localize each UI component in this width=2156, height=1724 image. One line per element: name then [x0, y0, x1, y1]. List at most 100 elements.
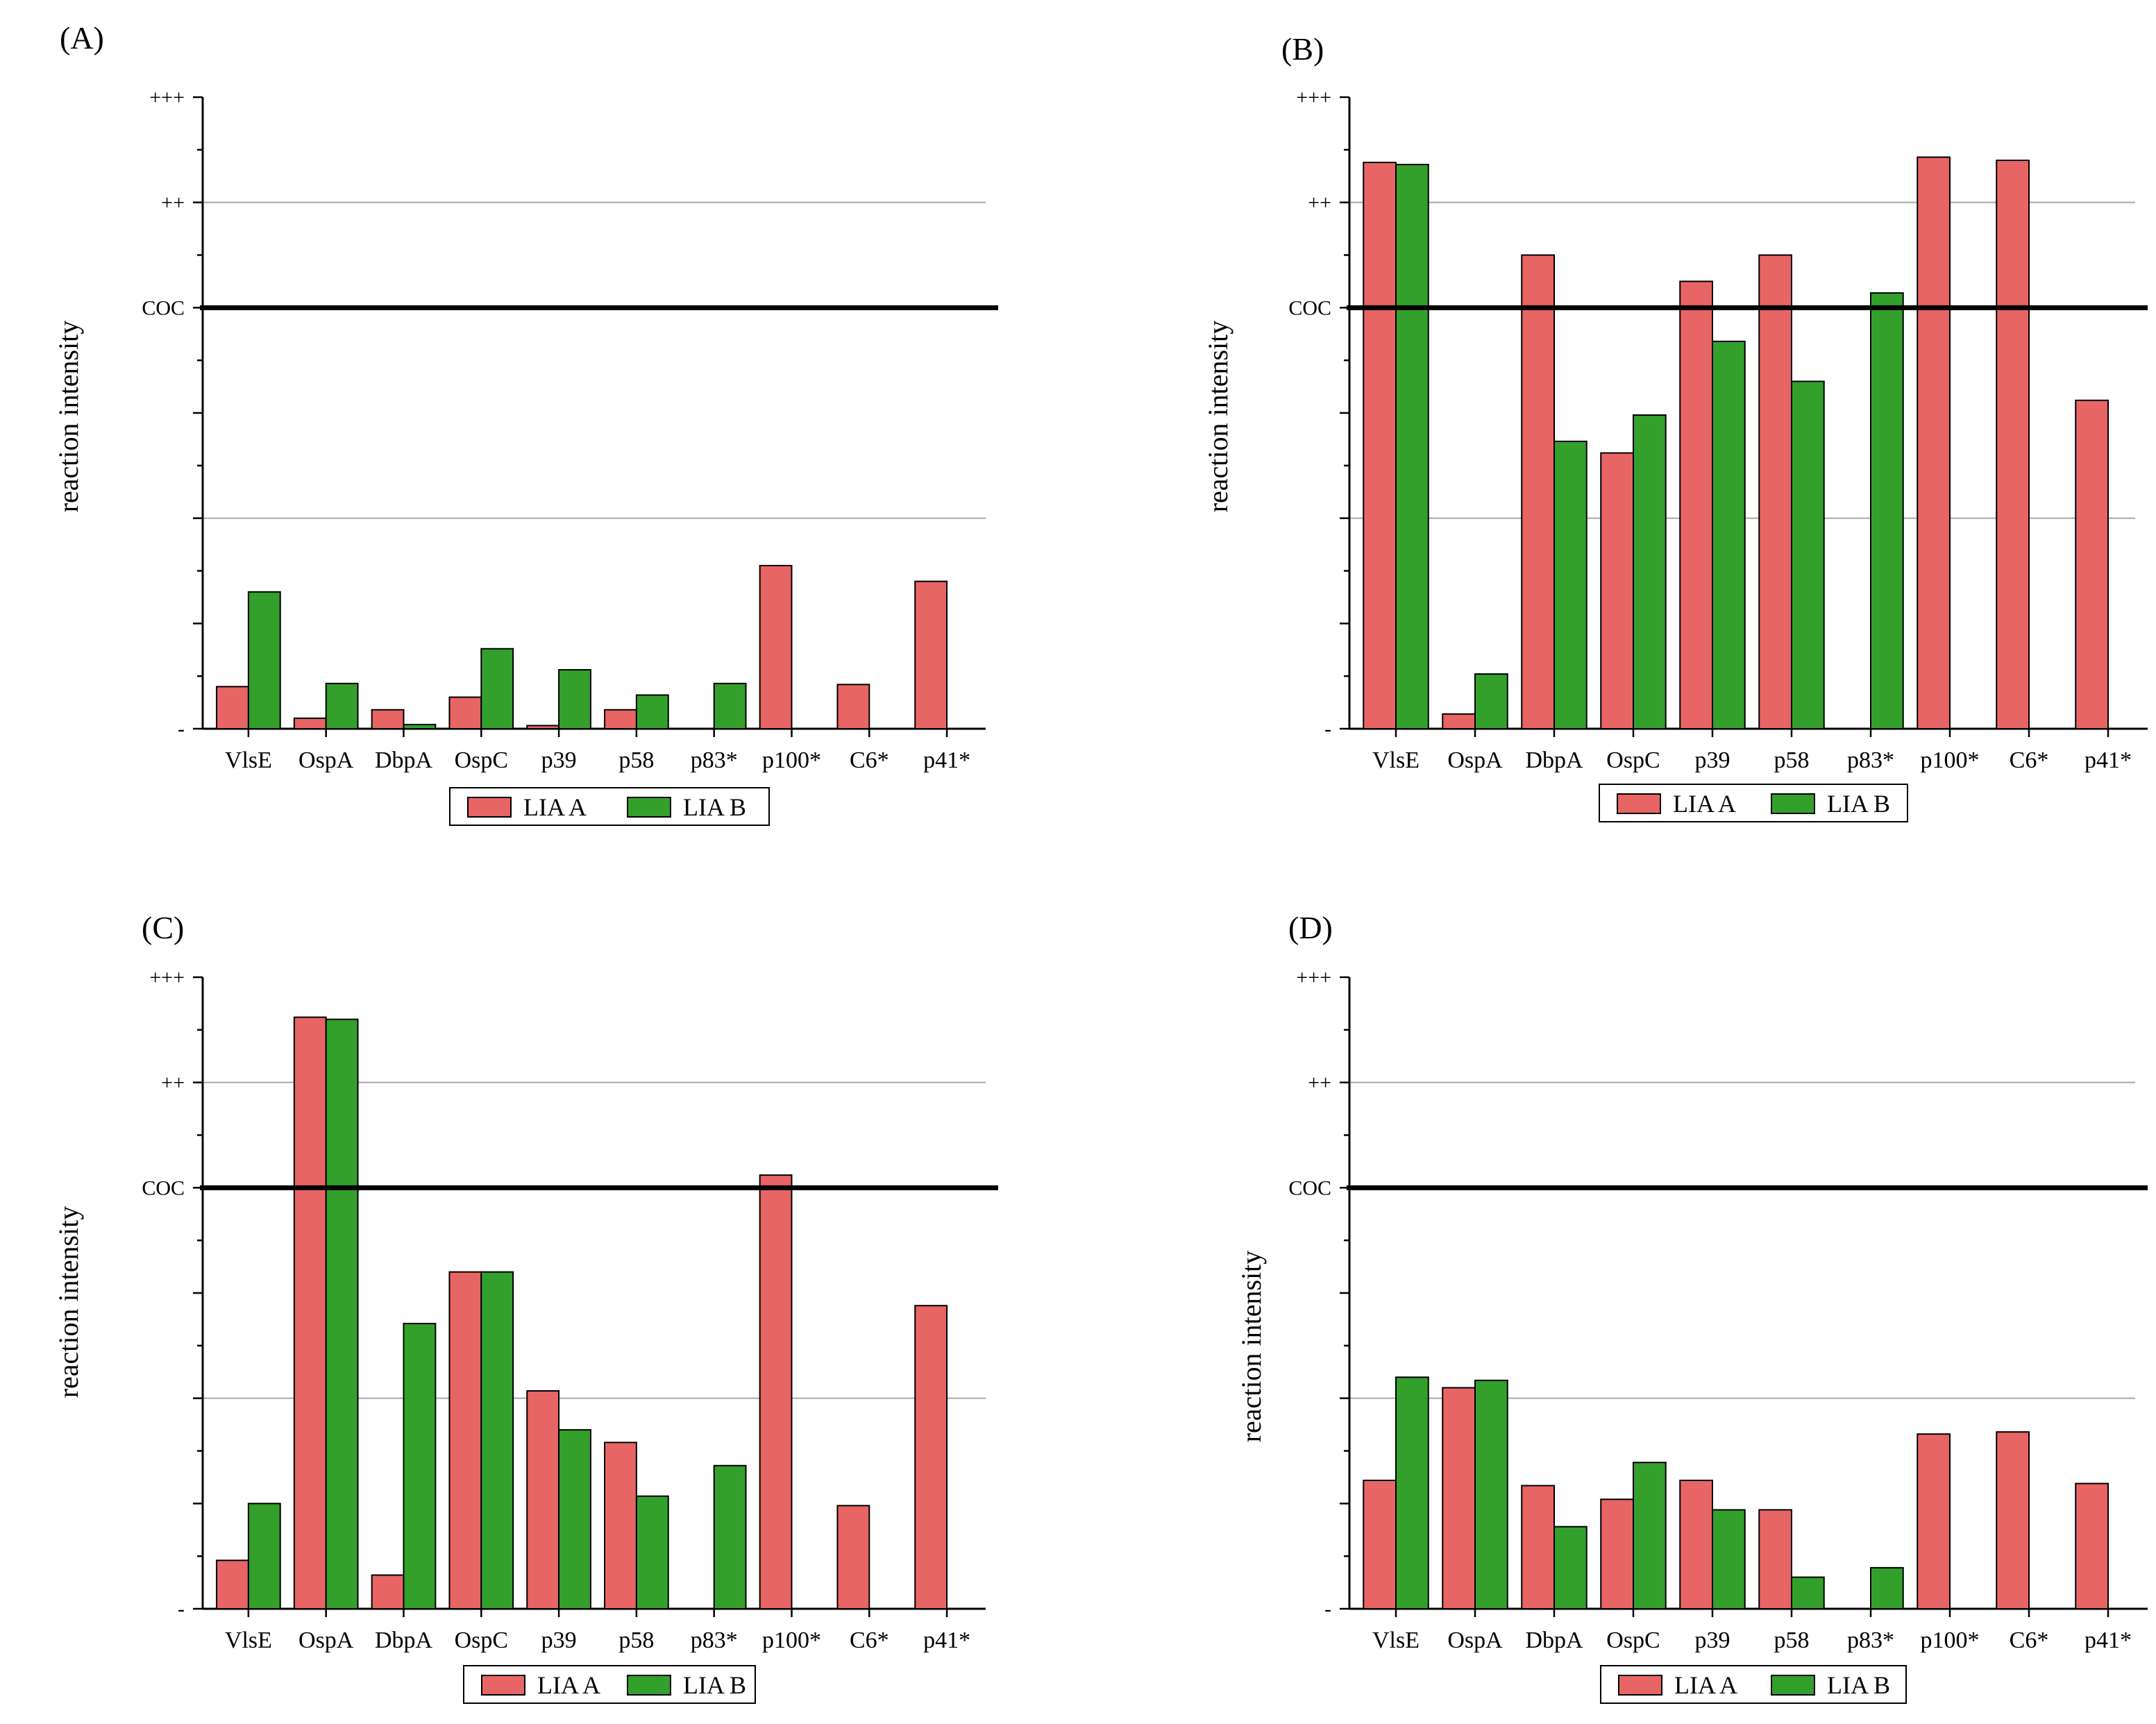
bar-lia-b-p58 — [1791, 1576, 1825, 1609]
x-tick-label: p41* — [923, 747, 970, 773]
panel-label: (A) — [60, 20, 104, 56]
bar-lia-b-p58 — [1791, 380, 1825, 729]
bar-lia-a-dbpa — [1521, 254, 1556, 729]
legend-swatch-lia-b — [627, 1675, 671, 1696]
x-tick-label: DbpA — [1525, 747, 1583, 773]
y-tick-label: ++ — [161, 1072, 185, 1095]
legend: LIA A LIA B — [1600, 1665, 1907, 1704]
bar-lia-a-p58 — [1758, 254, 1793, 729]
bar-lia-a-ospc — [1600, 1498, 1635, 1609]
bar-lia-b-vlse — [247, 591, 281, 729]
legend-label: LIA A — [537, 1671, 600, 1699]
x-tick-label: p41* — [2085, 747, 2132, 773]
bar-lia-b-vlse — [1395, 1376, 1429, 1610]
x-tick-label: p39 — [541, 747, 577, 773]
x-tick-label: p100* — [1921, 1628, 1980, 1653]
x-tick-label: p58 — [1774, 747, 1810, 773]
y-axis-label: reaction intensity — [53, 1206, 84, 1398]
x-tick-label: p58 — [618, 1628, 654, 1653]
bar-lia-b-ospc — [480, 648, 514, 730]
bar-lia-b-vlse — [1395, 164, 1429, 730]
bar-lia-b-p39 — [558, 669, 591, 729]
legend-label: LIA A — [523, 793, 587, 821]
x-tick-label: DbpA — [1525, 1628, 1583, 1653]
bar-lia-b-p39 — [1712, 340, 1746, 730]
bar-lia-b-dbpa — [1553, 440, 1587, 729]
bar-lia-b-p58 — [635, 1495, 669, 1609]
bar-lia-a-ospa — [293, 717, 327, 730]
legend-swatch-lia-a — [481, 1675, 525, 1696]
x-tick-label: p39 — [1695, 747, 1730, 773]
y-axis-label: reaction intensity — [1202, 321, 1233, 513]
x-tick-label: OspC — [455, 747, 508, 773]
bar-lia-b-ospc — [1633, 1462, 1667, 1610]
bar-lia-b-ospa — [325, 682, 359, 729]
x-tick-label: C6* — [850, 1628, 889, 1653]
bar-lia-b-p83 — [1870, 292, 1904, 730]
x-tick-label: VlsE — [1372, 747, 1420, 773]
x-tick-label: C6* — [2010, 747, 2049, 773]
legend-label: LIA B — [683, 793, 746, 821]
bar-lia-a-c6 — [836, 684, 870, 729]
bar-lia-a-ospc — [448, 1271, 482, 1609]
y-tick-label: +++ — [149, 966, 185, 989]
bar-lia-b-p83 — [713, 682, 747, 729]
bar-lia-a-dbpa — [371, 1574, 405, 1609]
bar-lia-a-c6 — [1996, 160, 2030, 729]
legend-swatch-lia-b — [1771, 1675, 1815, 1696]
y-axis-label: reaction intensity — [53, 321, 84, 513]
y-tick-label: - — [1324, 1598, 1331, 1621]
legend-label: LIA A — [1674, 1671, 1737, 1699]
bar-lia-a-p39 — [526, 1390, 560, 1610]
bar-lia-a-ospc — [448, 696, 482, 729]
bar-lia-b-ospa — [1474, 1379, 1508, 1609]
bar-lia-b-p39 — [1712, 1509, 1746, 1610]
bar-lia-a-dbpa — [371, 709, 405, 730]
bar-lia-b-ospc — [480, 1271, 514, 1609]
x-tick-label: VlsE — [1372, 1628, 1420, 1653]
legend-swatch-lia-b — [1771, 793, 1815, 814]
x-tick-label: p83* — [691, 747, 738, 773]
legend-swatch-lia-a — [1618, 1675, 1662, 1696]
bar-lia-b-p83 — [1870, 1566, 1904, 1610]
legend: LIA A LIA B — [1599, 784, 1908, 822]
x-tick-label: p41* — [2085, 1628, 2132, 1653]
x-tick-label: OspC — [1606, 1628, 1660, 1653]
x-tick-label: OspA — [1447, 1628, 1503, 1653]
x-tick-label: C6* — [850, 747, 889, 773]
x-tick-label: p58 — [618, 747, 654, 773]
bar-lia-a-p100 — [1917, 156, 1951, 729]
x-tick-label: C6* — [2010, 1628, 2049, 1653]
y-tick-label: COC — [142, 1176, 185, 1199]
legend: LIA A LIA B — [449, 787, 770, 826]
x-tick-label: p100* — [1921, 747, 1980, 773]
x-tick-label: OspC — [455, 1628, 508, 1653]
bar-lia-b-ospc — [1633, 414, 1667, 729]
bar-lia-a-vlse — [1363, 162, 1397, 730]
y-tick-label: COC — [1288, 296, 1331, 319]
bar-lia-a-ospa — [293, 1016, 327, 1609]
bar-lia-a-dbpa — [1521, 1485, 1556, 1610]
y-tick-label: ++ — [1308, 192, 1331, 214]
panel-label: (D) — [1288, 910, 1333, 945]
bar-lia-a-p100 — [1917, 1433, 1951, 1610]
y-tick-label: COC — [142, 296, 185, 319]
x-tick-label: p39 — [1695, 1628, 1730, 1653]
bar-lia-a-p100 — [759, 1174, 793, 1609]
x-tick-label: p100* — [762, 747, 821, 773]
bar-lia-a-vlse — [216, 686, 249, 729]
bar-lia-a-ospc — [1600, 452, 1635, 730]
x-tick-label: p100* — [762, 1628, 821, 1653]
y-tick-label: - — [178, 718, 185, 741]
legend-label: LIA B — [1827, 790, 1890, 818]
legend-label: LIA B — [683, 1671, 746, 1699]
x-tick-label: DbpA — [375, 747, 433, 773]
y-tick-label: - — [178, 1598, 185, 1621]
x-tick-label: VlsE — [225, 747, 272, 773]
bar-lia-a-p58 — [1758, 1509, 1793, 1610]
bar-lia-a-p100 — [759, 564, 793, 730]
y-tick-label: COC — [1288, 1176, 1331, 1199]
x-tick-label: DbpA — [375, 1628, 433, 1653]
bar-lia-a-ospa — [1442, 713, 1476, 730]
